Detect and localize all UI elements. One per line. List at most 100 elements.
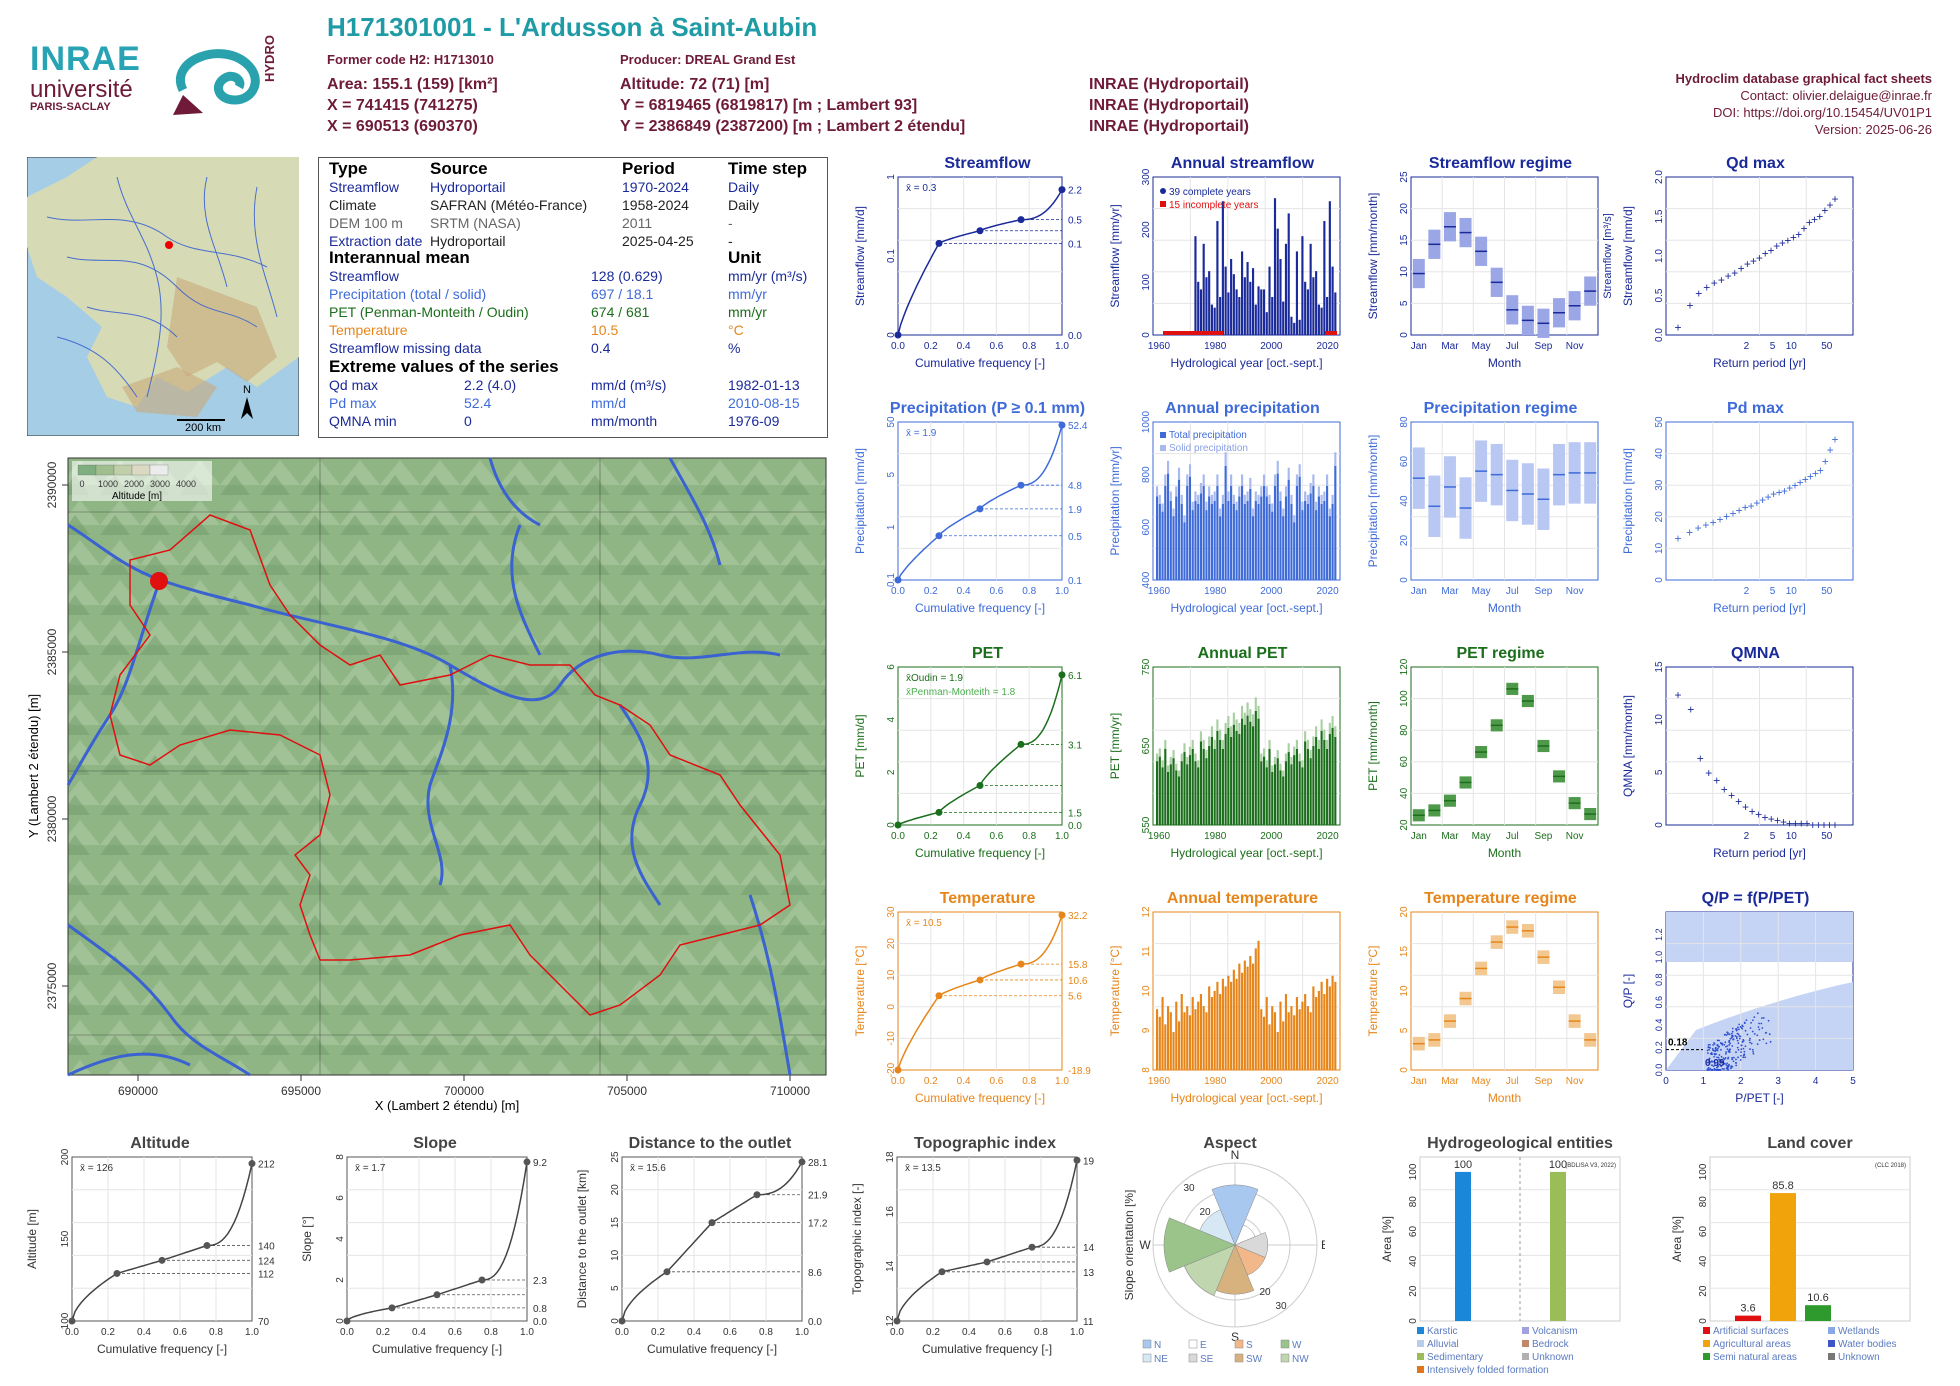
qp-point [1746, 1033, 1749, 1036]
annual-bar-upper [1175, 486, 1178, 497]
mean-label: x̄ = 0.3 [906, 183, 937, 194]
annual-bar [1251, 963, 1255, 1070]
x-tick: 0.2 [376, 1327, 390, 1338]
y-tick: 25 [1399, 171, 1410, 183]
annual-bar [1208, 745, 1211, 825]
aspect-legend-label: SE [1200, 1354, 1214, 1365]
header-right: Hydroclim database graphical fact sheets… [1676, 70, 1932, 138]
rp-point: + [1718, 273, 1725, 287]
annual-bar [1197, 504, 1200, 580]
annual-bar [1279, 259, 1282, 335]
y-tick: 4 [886, 716, 897, 722]
qp-point [1736, 1032, 1739, 1035]
annual-bar [1208, 271, 1211, 335]
contact: Contact: olivier.delaigue@inrae.fr [1740, 88, 1932, 103]
annual-bar-upper [1166, 765, 1170, 772]
aspect-legend-label: NW [1292, 1354, 1309, 1365]
qp-point [1720, 1042, 1723, 1045]
x-tick: Jul [1506, 341, 1519, 352]
x-tick: 1960 [1148, 341, 1171, 352]
annual-bar-upper [1243, 494, 1246, 504]
catchment-map: 0 1000 2000 3000 4000 Altitude [m] 690000 695… [26, 457, 827, 1113]
annual-bar-upper [1172, 750, 1175, 759]
qp-point [1724, 1057, 1727, 1059]
annual-bar [1166, 1006, 1170, 1070]
y-tick: 1000 [1141, 410, 1152, 433]
annual-bar [1315, 510, 1318, 580]
streamflow_regime-chart: Jan Mar May Jul Sep Nov 0 5 10 15 20 25 Month Streamf… [1366, 171, 1614, 370]
qp-point [1717, 1069, 1720, 1071]
annual-bar [1293, 322, 1296, 335]
y-axis-label: Streamflow [mm/d] [1621, 206, 1635, 306]
annual-bar [1188, 476, 1192, 580]
y-axis-label: Altitude [m] [25, 1209, 39, 1269]
qp-point [1765, 1042, 1768, 1045]
map-legend-tick: 3000 [150, 479, 170, 489]
extreme-value: 52.4 [464, 395, 492, 411]
rp-point: + [1797, 475, 1804, 489]
qp-point [1721, 1043, 1724, 1046]
x-tick: Sep [1535, 341, 1553, 352]
annual-bar-upper [1232, 712, 1235, 725]
y-tick: 15 [1399, 234, 1410, 246]
map-xlabel: X (Lambert 2 étendu) [m] [375, 1098, 520, 1113]
annual-bar [1290, 1006, 1293, 1070]
hydrogeo-legend-label: Unknown [1532, 1352, 1574, 1363]
x-tick: 1960 [1148, 1076, 1171, 1087]
x-tick: Nov [1566, 1076, 1584, 1087]
annual-bar-upper [1304, 491, 1307, 501]
rp-point: + [1779, 236, 1786, 250]
qp-point [1722, 1060, 1724, 1063]
annual-bar-upper [1306, 739, 1309, 749]
rp-point: + [1748, 499, 1755, 513]
x-axis-label: Cumulative frequency [-] [372, 1342, 502, 1356]
x-tick: 0.6 [989, 586, 1003, 597]
x-tick: 0.8 [1022, 831, 1036, 842]
x-axis-label: Month [1488, 1091, 1521, 1105]
y-tick: 6 [886, 664, 897, 670]
y-tick: 60 [1698, 1226, 1709, 1238]
x-tick: May [1472, 341, 1491, 352]
mean-unit: mm/yr [728, 286, 767, 302]
rp-point: + [1786, 817, 1793, 831]
y-tick: 20 [1654, 511, 1665, 523]
right-tick-label: 212 [258, 1160, 275, 1171]
annual-bar [1254, 711, 1257, 825]
y-tick: 400 [1141, 571, 1152, 588]
annual-bar [1246, 262, 1249, 335]
y-tick: 20 [1399, 819, 1410, 831]
qp-point [1716, 1065, 1719, 1068]
y-tick: 15 [610, 1217, 621, 1229]
rp-point: + [1735, 794, 1742, 808]
paris-saclay-text: PARIS-SACLAY [30, 101, 111, 113]
right-tick-label: 112 [258, 1269, 274, 1280]
annual-bar [1175, 770, 1178, 825]
dir-n: N [1231, 1148, 1240, 1162]
annual-bar [1156, 761, 1159, 825]
right-tick-label: 140 [258, 1242, 275, 1253]
annual-bar [1199, 741, 1203, 825]
annual-bar [1205, 277, 1208, 335]
qp-point [1737, 1048, 1740, 1051]
y-tick: 1.5 [1654, 209, 1665, 223]
source-1: INRAE (Hydroportail) [1089, 76, 1249, 93]
x-tick: 2020 [1316, 831, 1339, 842]
landcover-legend-label: Artificial surfaces [1713, 1326, 1789, 1337]
x-tick: Jan [1411, 1076, 1427, 1087]
rp-point: + [1765, 490, 1772, 504]
annual_streamflow-chart: 1960 1980 2000 2020 0 100 200 300 Hydrological y… [1108, 168, 1341, 370]
annual-bar-upper [1235, 719, 1238, 731]
x-tick: 2000 [1260, 831, 1283, 842]
annual-bar [1221, 201, 1224, 335]
annual-bar [1158, 756, 1161, 825]
annual-bar-upper [1180, 753, 1183, 762]
qp-point [1736, 1039, 1739, 1042]
y-tick: 80 [1698, 1196, 1709, 1208]
y-tick: 20 [1698, 1285, 1709, 1297]
right-tick-label: 28.1 [808, 1158, 828, 1169]
annual-bar [1317, 749, 1320, 825]
rp-point: + [1755, 808, 1762, 822]
qp-point [1751, 1048, 1754, 1051]
y-tick: 0.0 [1654, 328, 1665, 342]
annual-bar-upper [1230, 726, 1233, 737]
